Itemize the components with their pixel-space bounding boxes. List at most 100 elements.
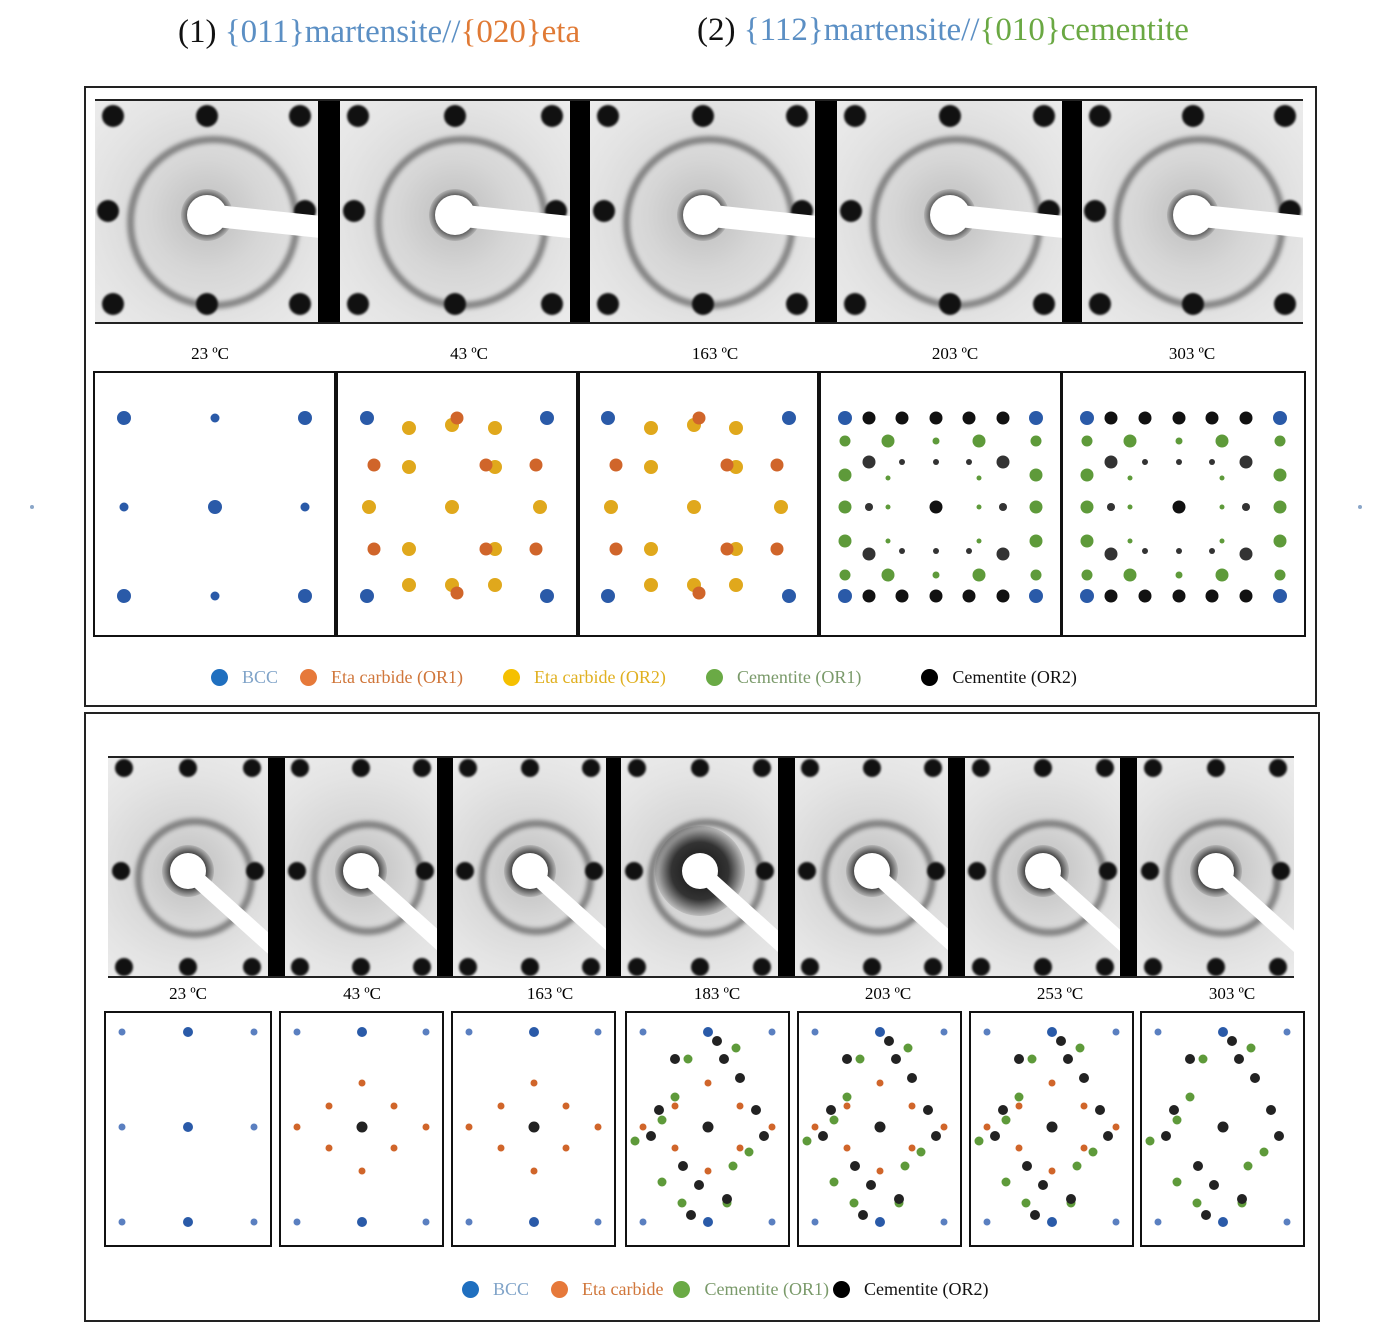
bcc-spot [540,410,555,425]
diffraction-image [590,100,815,322]
cementite-or1-spot [744,1147,754,1157]
title-1-prefix: (1) [178,14,225,50]
separator-bar [815,100,837,322]
cementite-or2-spot [1233,1054,1244,1065]
bcc-spot [1112,1218,1120,1226]
cementite-or2-spot [890,1054,901,1065]
diffraction-spot [597,293,619,316]
diffraction-spot [1033,758,1052,777]
legend-item: Eta carbide [551,1279,663,1300]
title-2-sep: // [961,12,980,48]
cementite-or1-spot [1080,468,1094,482]
cementite-or1-spot [885,538,891,544]
temperature-label: 23 ºC [169,984,207,1003]
eta-spot [671,1144,679,1152]
title-1-eta: {020}eta [460,14,581,50]
cementite-or1-spot [885,475,891,481]
cementite-or1-spot [1243,1161,1253,1171]
cementite-or2-spot [1236,1193,1247,1204]
cementite-or1-spot [1088,1147,1098,1157]
cementite-or2-spot [962,411,976,425]
diffraction-spot [288,861,307,880]
diffraction-spot [347,104,370,127]
bcc-spot [210,591,219,601]
diffraction-spot [786,293,808,316]
diffraction-spot [246,861,265,880]
eta-or2-spot [488,578,503,593]
cementite-or1-spot [1072,1161,1082,1171]
cementite-or2-spot [1193,1161,1204,1172]
diffraction-spot [97,200,120,222]
cementite-or1-spot [1001,1177,1011,1187]
bcc-spot [768,1218,776,1226]
cementite-or2-spot [818,1130,829,1141]
diffraction-spot [581,958,600,976]
title-2-martensite: {112}martensite [743,12,962,48]
bcc-spot [116,410,131,425]
cementite-or1-spot [1029,534,1043,548]
bcc-spot [1029,588,1044,603]
diffraction-spot [459,958,478,976]
stray-dot [30,505,34,509]
eta-spot [1048,1167,1055,1175]
legend-item: BCC [462,1279,529,1300]
title-2-cementite: {010}cementite [979,12,1189,48]
separator-bar [948,757,965,976]
diffraction-spot [1088,104,1111,127]
eta-spot [358,1079,365,1087]
cementite-or1-spot [1080,534,1094,548]
eta-spot [768,1123,776,1131]
cementite-or1-spot [1014,1092,1024,1102]
eta-spot [594,1123,602,1131]
cementite-or2-spot [893,1193,904,1204]
cementite-or2-spot [864,502,873,511]
cementite-or2-spot [895,411,909,425]
diffraction-spot [243,758,261,777]
simulated-pattern [1140,1011,1305,1247]
diffraction-spot [923,958,942,976]
eta-or1-spot [479,542,493,556]
cementite-or1-spot [1215,568,1229,582]
diffraction-spot [926,861,945,880]
diffraction-spot [1033,293,1055,316]
bcc-spot [1272,588,1287,603]
eta-or2-spot [729,578,744,593]
diffraction-spot [1181,293,1204,316]
cementite-or1-spot [829,1177,839,1187]
cementite-or2-spot [998,502,1007,511]
cementite-or2-spot [966,459,973,466]
separator-bar [318,100,340,322]
cementite-or1-spot [657,1115,667,1125]
diffraction-spot [291,958,310,976]
eta-spot [876,1079,883,1087]
panel-2-frame [84,712,1320,1322]
cementite-or1-spot [1259,1147,1269,1157]
diffraction-spot [1140,861,1159,880]
cementite-or2-spot [1239,589,1253,603]
title-2-prefix: (2) [697,12,744,48]
diffraction-spot [938,104,961,127]
diffraction-spot [520,758,539,777]
diffraction-spot [1269,758,1288,777]
eta-or2-spot [533,499,548,514]
cementite-or2-spot [750,1105,761,1116]
cementite-or2-spot [1185,1054,1196,1065]
eta-or1-spot [367,542,381,556]
cementite-or1-spot [1030,435,1042,447]
eta-or1-spot [692,586,705,600]
cementite-or1-spot [839,569,851,581]
title-1-martensite: {011}martensite [224,14,443,50]
diffraction-image [453,757,606,976]
separator-bar [778,757,795,976]
cementite-or1-spot [838,534,852,548]
bcc-spot [1283,1028,1291,1036]
diffraction-spot [291,758,310,777]
cementite-or2-spot [1242,502,1251,511]
diffraction-spot [690,958,709,976]
cementite-or2-spot [1265,1105,1276,1116]
legend-item: Cementite (OR1) [673,1279,829,1300]
diffraction-spot [352,958,370,976]
eta-spot [983,1123,991,1131]
eta-or2-spot [402,541,417,556]
temperature-label: 43 ºC [343,984,381,1003]
